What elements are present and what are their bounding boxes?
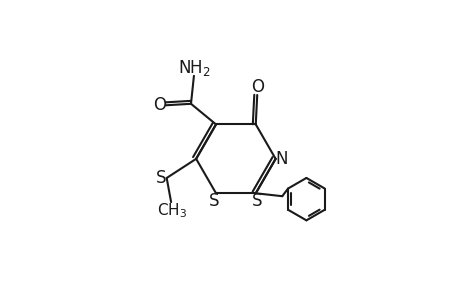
Text: S: S [209, 192, 219, 210]
Text: S: S [252, 192, 262, 210]
Text: NH$_2$: NH$_2$ [177, 58, 210, 78]
Text: S: S [156, 169, 166, 187]
Text: O: O [250, 78, 263, 96]
Text: CH$_3$: CH$_3$ [157, 201, 187, 220]
Text: O: O [153, 96, 166, 114]
Text: N: N [275, 150, 288, 168]
